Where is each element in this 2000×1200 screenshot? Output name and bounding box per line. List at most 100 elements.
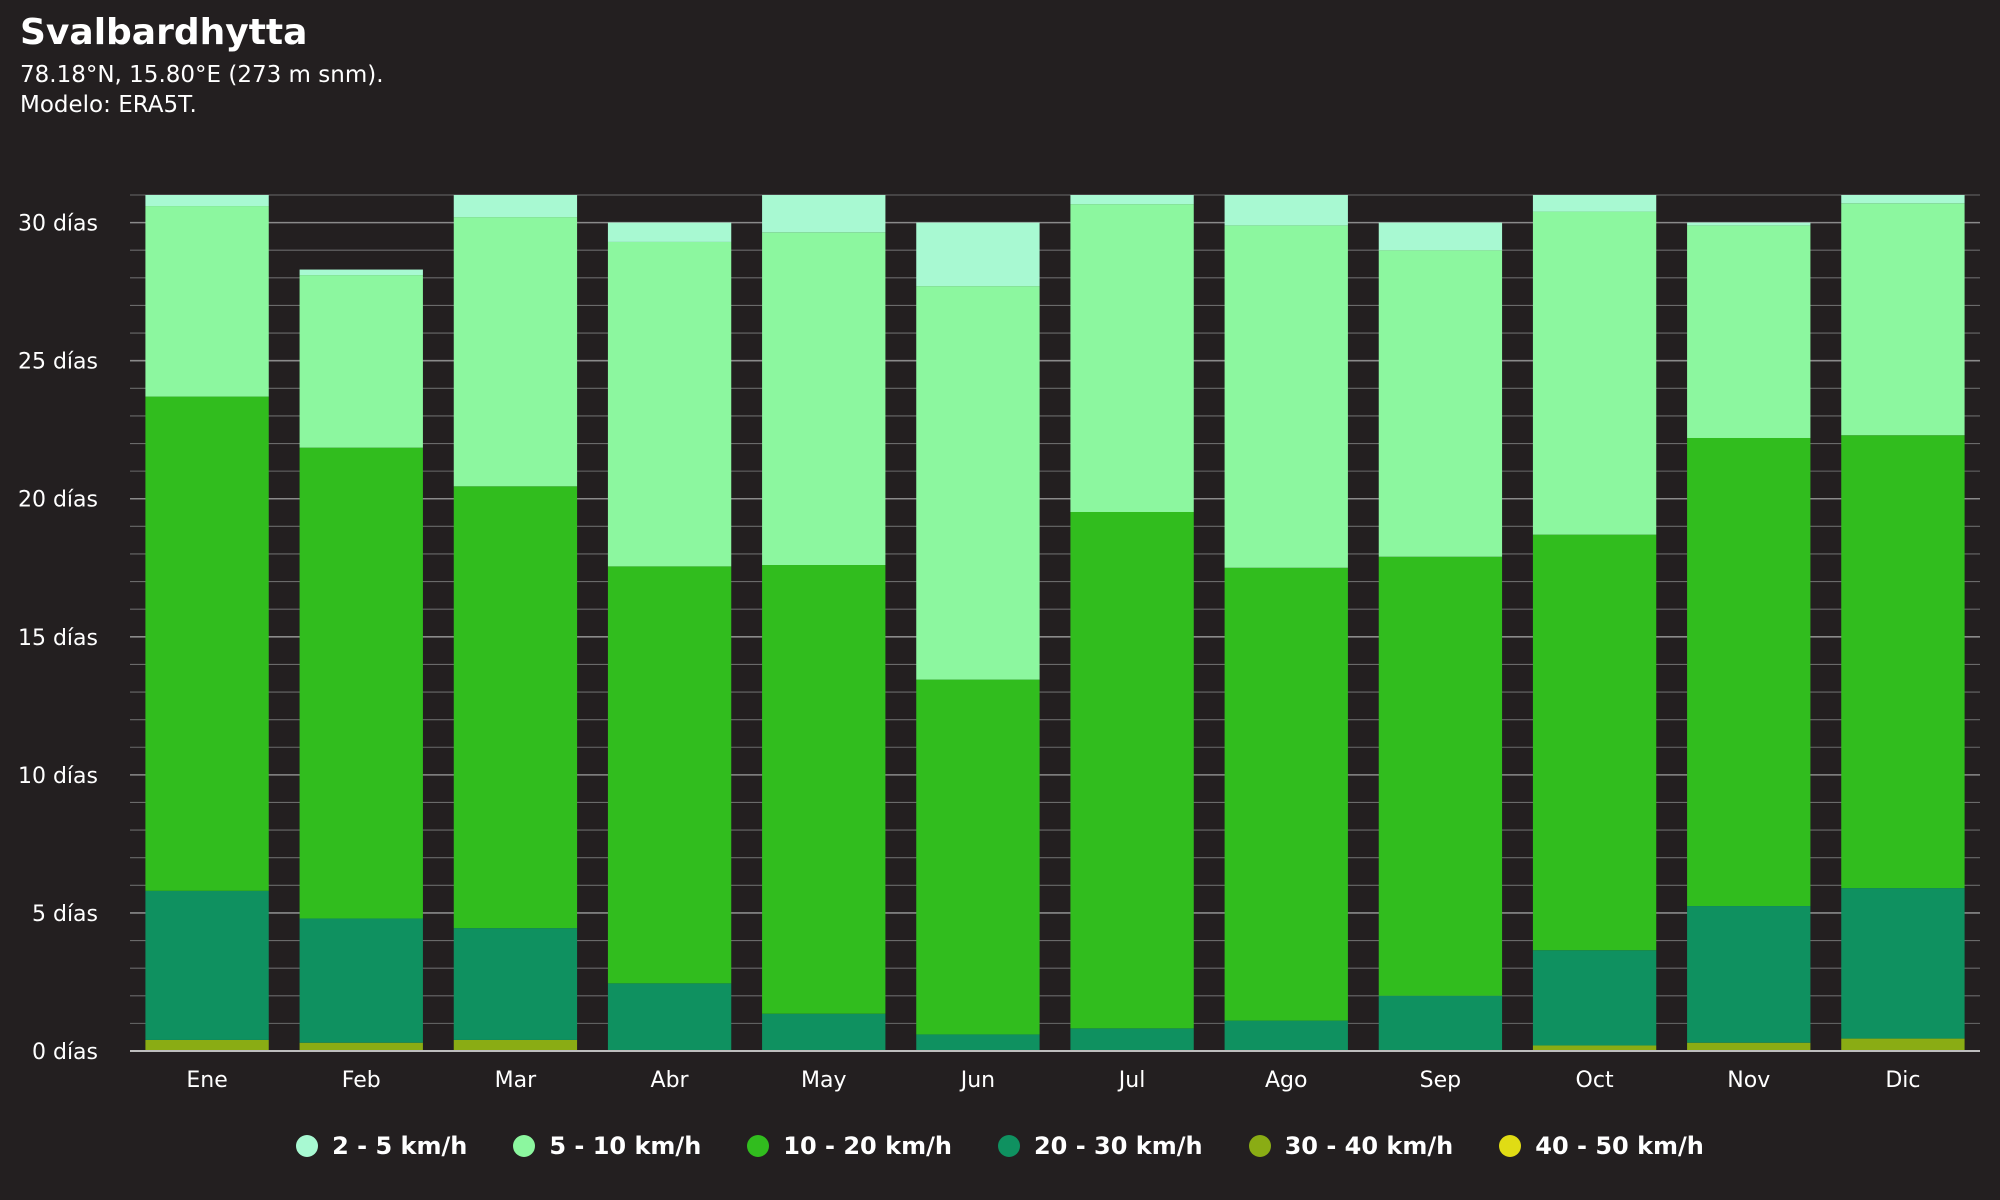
legend-label: 10 - 20 km/h (783, 1132, 952, 1160)
bar-segment (453, 1039, 578, 1051)
bar-segment (762, 1013, 886, 1051)
legend-label: 40 - 50 km/h (1535, 1132, 1704, 1160)
grid-layer (130, 194, 1980, 1052)
legend-label: 2 - 5 km/h (332, 1132, 468, 1160)
bar-segment (1841, 195, 1965, 204)
bar-segment (607, 566, 732, 984)
legend-item[interactable]: 5 - 10 km/h (513, 1132, 701, 1160)
bar-segment (1224, 225, 1348, 568)
bar-segment (607, 241, 732, 567)
bar-segment (453, 217, 578, 487)
bar-segment (1532, 950, 1657, 1046)
y-tick-label: 25 días (18, 350, 98, 375)
y-tick-label: 10 días (18, 764, 98, 789)
y-tick-label: 15 días (18, 626, 98, 651)
bar-segment (299, 275, 423, 448)
y-tick-label: 5 días (32, 902, 98, 927)
x-tick-label: Oct (1576, 1068, 1614, 1093)
x-tick-label: Ago (1265, 1068, 1307, 1093)
bar-segment (299, 447, 423, 919)
x-tick-label: Mar (495, 1068, 537, 1093)
bar-segment (916, 679, 1040, 1035)
bar-segment (1224, 195, 1348, 226)
bar-segment (1378, 556, 1503, 996)
bar-segment (1841, 1038, 1965, 1051)
bar-segment (145, 1039, 269, 1051)
bar-segment (453, 195, 578, 218)
bars-layer (145, 195, 1965, 1051)
bar-segment (762, 565, 886, 1014)
x-tick-label: Abr (651, 1068, 690, 1093)
bar-segment (145, 206, 269, 397)
axis-layer: 0 días 5 días 10 días 15 días 20 días 25 días… (18, 212, 1980, 1093)
x-tick-label: Feb (342, 1068, 381, 1093)
chart-subtitle-model: Modelo: ERA5T. (20, 92, 197, 118)
bar-segment (1841, 888, 1965, 1039)
legend-swatch-icon (1248, 1135, 1271, 1157)
bar-segment (1070, 204, 1194, 512)
x-tick-label: Dic (1885, 1068, 1920, 1093)
bar-segment (1687, 1042, 1811, 1051)
bar-segment (1687, 225, 1811, 438)
bar-segment (916, 1034, 1040, 1051)
bar-segment (1687, 437, 1811, 907)
bar-segment (145, 195, 269, 207)
legend-swatch-icon (1499, 1135, 1522, 1157)
bar-segment (1378, 222, 1503, 251)
legend-label: 5 - 10 km/h (549, 1132, 702, 1160)
x-tick-label: May (801, 1068, 846, 1093)
bar-segment (1070, 1028, 1194, 1051)
legend-label: 30 - 40 km/h (1284, 1132, 1454, 1160)
bar-segment (1841, 203, 1965, 436)
y-tick-label: 30 días (18, 212, 98, 237)
y-tick-label: 0 días (32, 1040, 98, 1065)
chart-title: Svalbardhytta (20, 12, 308, 53)
bar-segment (1378, 995, 1503, 1051)
y-tick-label: 20 días (18, 488, 98, 513)
chart-subtitle-location: 78.18°N, 15.80°E (273 m snm). (20, 62, 384, 88)
legend: 2 - 5 km/h 5 - 10 km/h 10 - 20 km/h 20 - 30… (0, 1126, 2000, 1166)
bar-segment (1532, 211, 1657, 535)
legend-item[interactable]: 2 - 5 km/h (296, 1132, 467, 1160)
bar-segment (299, 918, 423, 1043)
legend-item[interactable]: 10 - 20 km/h (747, 1132, 952, 1160)
bar-segment (145, 396, 269, 891)
bar-segment (299, 1042, 423, 1051)
legend-item[interactable]: 40 - 50 km/h (1499, 1132, 1704, 1160)
bar-segment (1687, 906, 1811, 1043)
bar-segment (916, 286, 1040, 680)
bar-segment (1070, 511, 1194, 1029)
x-tick-label: Jul (1117, 1068, 1146, 1093)
x-tick-label: Sep (1420, 1068, 1461, 1093)
bar-segment (1224, 1020, 1348, 1051)
bar-segment (1224, 567, 1348, 1021)
bar-segment (607, 983, 732, 1051)
legend-swatch-icon (296, 1135, 319, 1157)
bar-segment (1532, 1045, 1657, 1051)
bar-segment (916, 222, 1040, 287)
legend-swatch-icon (997, 1135, 1020, 1157)
x-tick-label: Ene (186, 1068, 227, 1093)
bar-segment (1532, 195, 1657, 212)
bar-segment (1378, 250, 1503, 557)
bar-segment (1532, 534, 1657, 951)
bar-segment (299, 269, 423, 276)
legend-label: 20 - 30 km/h (1033, 1132, 1203, 1160)
bar-segment (1070, 195, 1194, 205)
legend-item[interactable]: 30 - 40 km/h (1248, 1132, 1454, 1160)
bar-segment (1687, 222, 1811, 226)
x-tick-label: Jun (959, 1068, 995, 1093)
legend-swatch-icon (747, 1135, 770, 1157)
legend-item[interactable]: 20 - 30 km/h (997, 1132, 1203, 1160)
bar-segment (1841, 435, 1965, 889)
bar-segment (762, 232, 886, 566)
x-tick-label: Nov (1727, 1068, 1770, 1093)
legend-swatch-icon (513, 1135, 536, 1157)
bar-segment (453, 486, 578, 929)
bar-segment (145, 890, 269, 1040)
bar-segment (607, 222, 732, 242)
bar-segment (762, 195, 886, 233)
bar-segment (453, 928, 578, 1040)
